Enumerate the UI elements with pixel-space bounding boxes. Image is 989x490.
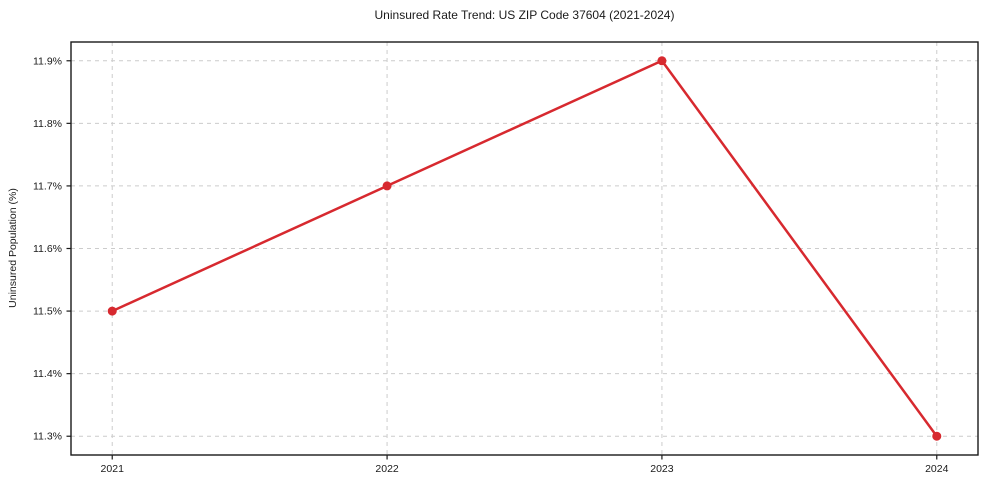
y-tick-label: 11.8%: [33, 118, 62, 130]
chart-title: Uninsured Rate Trend: US ZIP Code 37604 …: [374, 8, 675, 22]
data-point-2022: [382, 181, 392, 191]
y-tick-label: 11.9%: [33, 55, 62, 67]
x-tick-label: 2022: [375, 463, 399, 475]
data-point-2023: [657, 56, 667, 66]
plot-border: [70, 41, 979, 456]
data-point-2024: [932, 431, 942, 441]
y-tick-label: 11.3%: [33, 431, 62, 443]
y-tick-label: 11.5%: [33, 306, 62, 318]
x-tick-label: 2024: [925, 463, 949, 475]
x-tick-label: 2023: [650, 463, 674, 475]
data-point-2021: [107, 306, 117, 316]
x-tick-label: 2021: [101, 463, 125, 475]
y-tick-label: 11.7%: [33, 180, 62, 192]
trend-line: [110, 59, 939, 438]
y-tick-label: 11.6%: [33, 243, 62, 255]
y-tick-label: 11.4%: [33, 368, 62, 380]
